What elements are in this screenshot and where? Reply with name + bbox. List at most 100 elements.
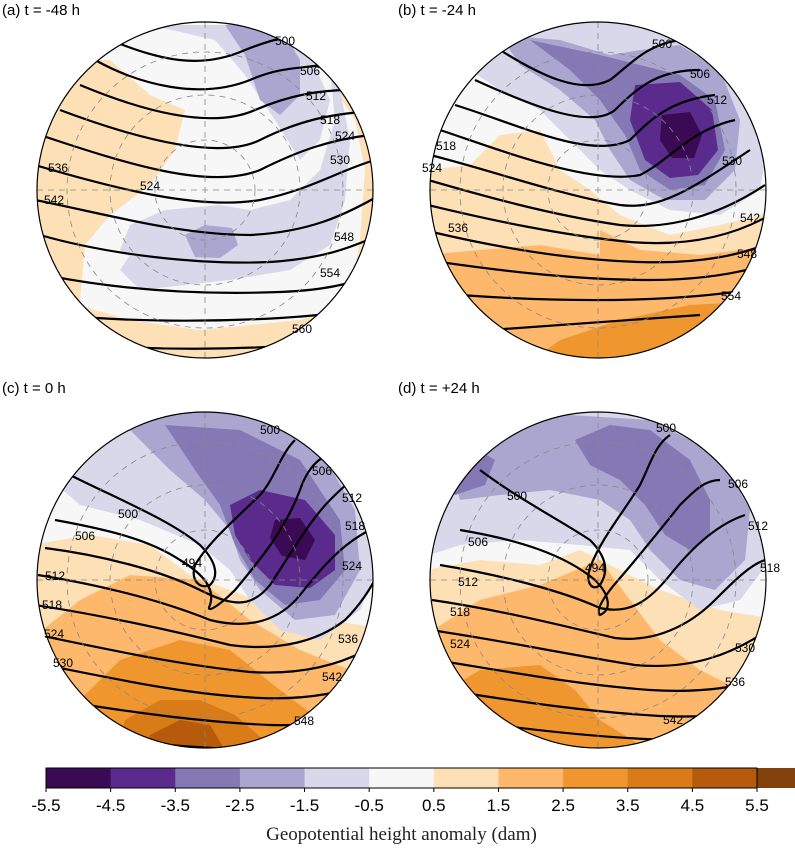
colorbar-tick-label: 5.5 [745,796,769,815]
panel-d-title: (d) t = +24 h [398,380,480,397]
contour-label: 542 [44,193,64,207]
anomaly-fill-warm-peak [140,720,230,748]
contour-label: 506 [312,464,332,478]
contour-label: 518 [450,605,470,619]
colorbar-swatch [692,768,758,788]
colorbar-swatch [757,768,795,788]
contour-label: 518 [436,139,456,153]
colorbar-tick-label: -2.5 [225,796,254,815]
contour-label: 494 [182,556,202,570]
contour-label: 536 [338,632,358,646]
panel-a-contour-labels: 500 506 512 518 524 530 524 536 542 548 … [44,34,355,336]
anomaly-fill-cool-main [120,22,350,290]
panel-c-frame [36,411,374,749]
panel-a-grid-circle-mid [109,94,301,286]
contour-label: 512 [707,93,727,107]
panel-d: (d) t = +24 h [398,380,780,749]
colorbar-swatch [175,768,241,788]
colorbar-tick-label: -3.5 [161,796,190,815]
contour-label: 542 [663,713,683,727]
colorbar-tick-label: -0.5 [355,796,384,815]
contour-label: 500 [507,489,527,503]
colorbar-tick-label: 4.5 [681,796,705,815]
colorbar-tick-label: -5.5 [31,796,60,815]
panel-b-grid-circle-inner [547,139,649,241]
anomaly-fill-cool-strong [575,425,710,550]
panel-d-contour-labels: 500 506 512 518 524 530 536 542 494 500 … [450,421,780,727]
contour-label: 506 [300,64,320,78]
contour-label: 500 [656,421,676,435]
contour-label: 530 [330,153,350,167]
contour-label: 506 [75,529,95,543]
colorbar-frame [45,767,758,789]
panel-b-title: (b) t = -24 h [398,2,476,19]
panel-a: (a) t = -48 h [2,2,374,359]
contour-label: 560 [292,322,312,336]
colorbar-swatch [563,768,629,788]
contour-label: 518 [760,561,780,575]
contour-label: 512 [458,575,478,589]
colorbar-swatch [239,768,306,788]
contour-label: 530 [53,656,73,670]
contour-label: 524 [450,637,470,651]
colorbar-tick-label: 3.5 [616,796,640,815]
contour-label: 500 [652,37,672,51]
colorbar: -5.5 -4.5 -3.5 -2.5 -1.5 -0.5 0.5 1.5 2.5 3.5 4.5 5… [31,767,795,845]
contour-label: 524 [335,129,355,143]
contour-label: 530 [735,641,755,655]
contour-label: 500 [260,423,280,437]
contour-label: 506 [690,67,710,81]
colorbar-swatch [433,768,499,788]
panel-c-grid-circle-outer [66,441,344,719]
anomaly-fill-cool-core [660,112,702,158]
colorbar-swatch [110,768,176,788]
contour-label: 554 [320,266,340,280]
contour-label: 548 [334,230,354,244]
contour-label: 506 [468,535,488,549]
panel-c-grid-circle-inner [154,529,256,631]
contour-label: 512 [748,519,768,533]
contour-label: 506 [728,477,748,491]
contour-label: 542 [740,211,760,225]
panel-a-grid-circle-inner [154,139,256,241]
panel-b-frame [429,21,767,359]
contour-label: 500 [118,507,138,521]
panel-b-grid-circle-outer [459,51,737,329]
panel-b-contour-labels: 500 506 512 518 524 530 536 542 548 554 [422,37,760,303]
contour-label: 548 [294,714,314,728]
contour-label: 518 [42,598,62,612]
colorbar-tick-label: -1.5 [290,796,319,815]
contour-label: 524 [422,161,442,175]
panel-d-grid-circle-mid [502,484,694,676]
panel-c-title: (c) t = 0 h [2,380,66,397]
panel-a-grid-circle-outer [66,51,344,329]
contour-label: 554 [721,289,741,303]
panel-c-contour-labels: 500 506 512 518 524 530 536 542 548 494 … [42,423,365,728]
contour-label: 512 [45,569,65,583]
contour-label: 548 [737,247,757,261]
colorbar-tick-label: 2.5 [551,796,575,815]
contour-label: 530 [722,154,742,168]
colorbar-swatch [46,768,112,788]
contour-label: 518 [320,113,340,127]
contour-label: 524 [44,627,64,641]
colorbar-swatch [498,768,564,788]
panel-d-grid-circle-inner [547,529,649,631]
panel-c-grid-circle-mid [109,484,301,676]
contour-label: 494 [585,561,605,575]
colorbar-label: Geopotential height anomaly (dam) [266,824,537,845]
contour-label: 524 [342,559,362,573]
contour-label: 512 [342,491,362,505]
panel-b: (b) t = -24 h [398,2,767,359]
panel-a-title: (a) t = -48 h [2,2,80,19]
contour-label: 536 [725,675,745,689]
contour-label: 518 [345,519,365,533]
colorbar-swatch [369,768,435,788]
contour-label: 536 [48,161,68,175]
anomaly-fill-cool-ridge [225,22,300,115]
colorbar-tick-label: 0.5 [422,796,446,815]
panel-d-grid-circle-outer [459,441,737,719]
contour-label: 524 [140,179,160,193]
contour-label: 512 [306,89,326,103]
